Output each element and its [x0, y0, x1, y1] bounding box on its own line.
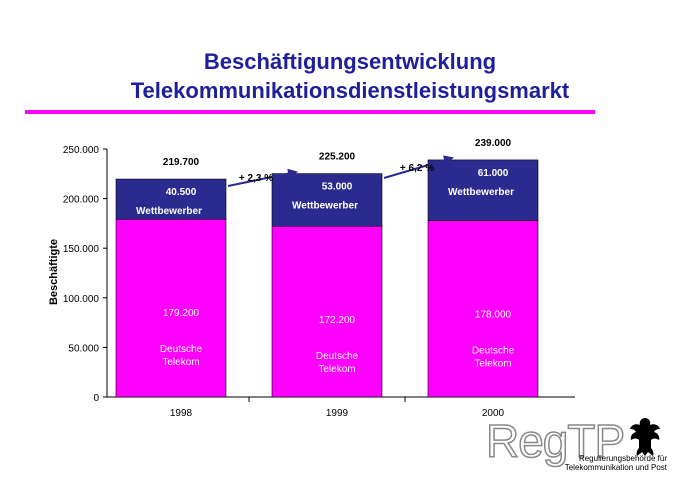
segment-label-competitors: Wettbewerber	[292, 201, 358, 212]
data-label-competitors: 53.000	[322, 182, 353, 193]
y-tick-label: 250.000	[63, 145, 100, 156]
y-tick-label: 200.000	[63, 195, 100, 206]
y-tick-label: 100.000	[63, 294, 100, 305]
x-tick-label: 1999	[326, 408, 349, 419]
segment-label-competitors: Wettbewerber	[448, 187, 514, 198]
x-tick-label: 1998	[170, 408, 193, 419]
growth-arrow	[227, 168, 298, 187]
logo-subtitle-line1: Regulierungsbehörde für	[578, 454, 667, 463]
y-tick-label: 0	[93, 393, 99, 404]
y-axis-label: Beschäftigte	[48, 239, 60, 305]
data-label-telekom: 179.200	[163, 308, 200, 319]
title-divider	[25, 110, 595, 114]
data-label-competitors: 61.000	[478, 168, 509, 179]
regtp-logo: RegTP	[485, 414, 626, 468]
growth-arrow	[383, 155, 454, 179]
segment-label-competitors: Wettbewerber	[136, 206, 202, 217]
data-label-competitors: 40.500	[166, 187, 197, 198]
total-label: 219.700	[163, 157, 200, 168]
x-tick-label: 2000	[482, 408, 505, 419]
segment-label-telekom: Deutsche	[316, 351, 359, 362]
bar-telekom	[427, 220, 539, 398]
total-label: 239.000	[475, 138, 512, 149]
regtp-logo-subtitle: Regulierungsbehörde für Telekommunikatio…	[557, 454, 667, 472]
bar-competitors	[427, 159, 539, 221]
y-tick-label: 150.000	[63, 244, 100, 255]
data-label-telekom: 178.000	[475, 309, 512, 320]
chart-title-line1: Beschäftigungsentwicklung	[203, 49, 497, 74]
chart-title-line2: Telekommunikationsdienstleistungsmarkt	[130, 78, 570, 103]
growth-annotation: + 6,2 %	[400, 163, 434, 174]
segment-label-telekom: Deutsche	[160, 344, 203, 355]
total-label: 225.200	[319, 152, 356, 163]
segment-label-telekom: Telekom	[318, 364, 355, 375]
growth-annotation: + 2,3 %	[239, 173, 273, 184]
segment-label-telekom: Telekom	[474, 358, 511, 369]
segment-label-telekom: Telekom	[162, 357, 199, 368]
bar-telekom	[115, 218, 227, 398]
bar-telekom	[271, 225, 383, 398]
data-label-telekom: 172.200	[319, 315, 356, 326]
logo-subtitle-line2: Telekommunikation und Post	[564, 463, 667, 472]
bar-competitors	[115, 178, 227, 220]
y-tick-label: 50.000	[68, 343, 99, 354]
bar-competitors	[271, 173, 383, 227]
segment-label-telekom: Deutsche	[472, 345, 515, 356]
federal-eagle-icon	[630, 418, 660, 456]
